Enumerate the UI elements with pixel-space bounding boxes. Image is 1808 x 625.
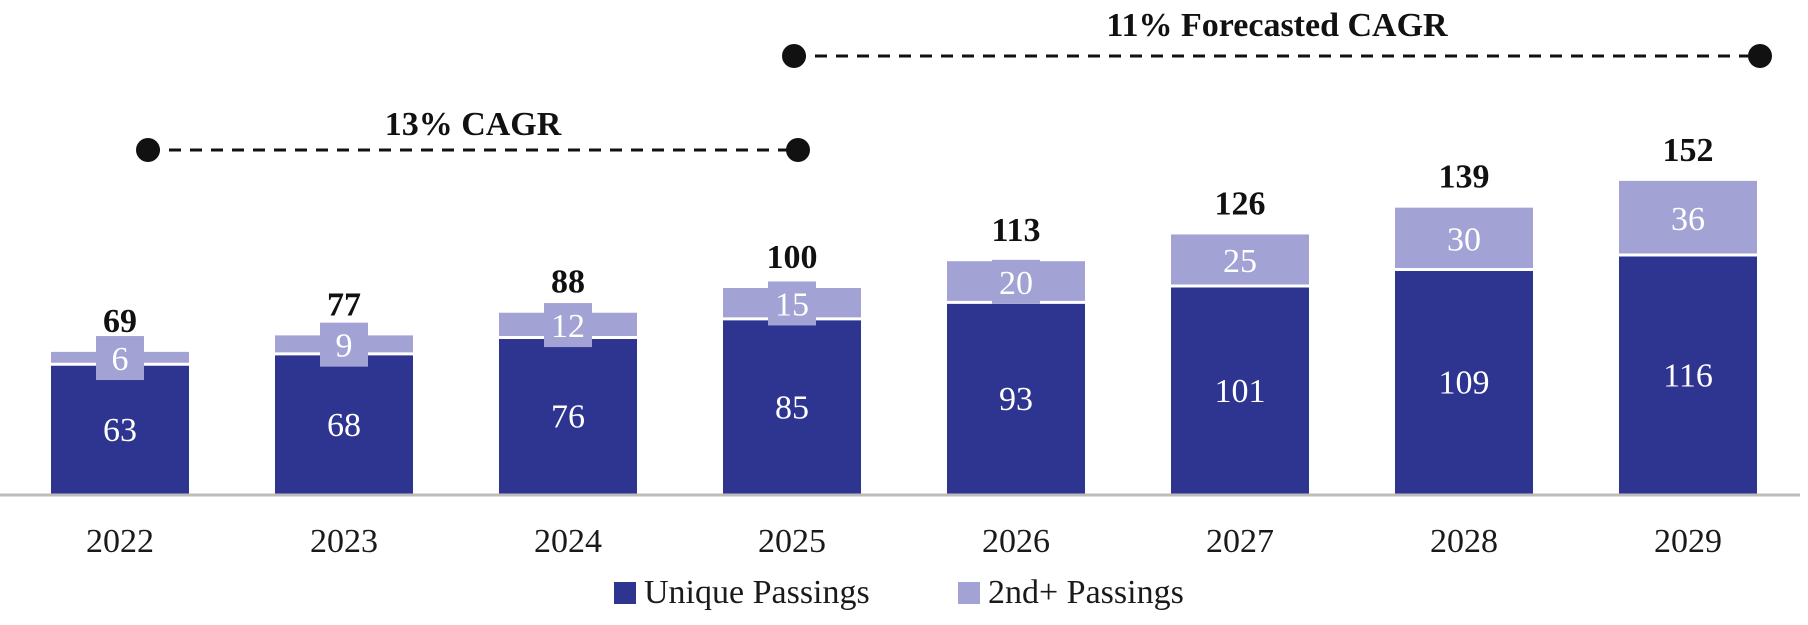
data-label-plate: [96, 336, 144, 381]
legend-label-unique-passings: Unique Passings: [644, 574, 870, 611]
total-label-2027: 126: [1215, 185, 1266, 222]
bar-unique-passings-2029: [1619, 255, 1757, 494]
cagr-endpoint-dot: [136, 138, 160, 162]
data-label-2nd-passings-2022: 6: [112, 341, 129, 378]
total-label-2029: 152: [1663, 132, 1714, 169]
bar-unique-passings-2028: [1395, 269, 1533, 494]
bar-2nd-passings-2029: [1619, 180, 1757, 256]
x-tick-label-2022: 2022: [86, 523, 154, 560]
total-label-2026: 113: [991, 212, 1040, 249]
x-tick-label-2029: 2029: [1654, 523, 1722, 560]
cagr-endpoint-dot: [786, 138, 810, 162]
cagr-label: 11% Forecasted CAGR: [1106, 7, 1448, 44]
x-tick-label-2026: 2026: [982, 523, 1050, 560]
bar-2nd-passings-2027: [1171, 234, 1309, 286]
bar-unique-passings-2027: [1171, 285, 1309, 494]
data-label-2nd-passings-2026: 20: [999, 265, 1033, 302]
x-tick-label-2025: 2025: [758, 523, 826, 560]
legend-swatch-unique-passings: [614, 582, 636, 604]
x-tick-labels: 2022 2023 2024 2025 2026 2027 2028 2029: [86, 523, 1722, 560]
total-label-2023: 77: [327, 286, 361, 323]
bar-unique-passings-2024: [499, 337, 637, 494]
x-tick-label-2023: 2023: [310, 523, 378, 560]
bar-unique-passings-2023: [275, 353, 413, 494]
total-label-2024: 88: [551, 264, 585, 301]
data-label-2nd-passings-2028: 30: [1447, 222, 1481, 259]
data-label-unique-passings-2027: 101: [1215, 373, 1266, 410]
bar-2nd-passings-2028: [1395, 207, 1533, 270]
cagr-endpoint-dot: [782, 44, 806, 68]
bar-unique-passings-2026: [947, 302, 1085, 494]
total-label-2022: 69: [103, 303, 137, 340]
data-label-2nd-passings-2025: 15: [775, 286, 809, 323]
data-label-unique-passings-2025: 85: [775, 389, 809, 426]
cagr-annotations: 13% CAGR 11% Forecasted CAGR: [136, 7, 1772, 162]
data-label-plate: [320, 322, 368, 367]
data-label-2nd-passings-2024: 12: [551, 308, 585, 345]
x-tick-label-2024: 2024: [534, 523, 602, 560]
cagr-endpoint-dot: [1748, 44, 1772, 68]
data-label-unique-passings-2029: 116: [1663, 358, 1713, 395]
data-label-unique-passings-2028: 109: [1439, 365, 1490, 402]
bars-layer: 63 6 68 9 76 12 85 15 93 20 101 25 109 30 116 36: [51, 180, 1757, 494]
data-label-plate: [544, 303, 592, 348]
data-label-unique-passings-2022: 63: [103, 412, 137, 449]
data-label-plate: [768, 281, 816, 326]
data-label-plate: [992, 259, 1040, 304]
bar-unique-passings-2022: [51, 364, 189, 494]
x-tick-label-2028: 2028: [1430, 523, 1498, 560]
data-label-2nd-passings-2027: 25: [1223, 243, 1257, 280]
data-label-unique-passings-2024: 76: [551, 399, 585, 436]
data-label-2nd-passings-2023: 9: [336, 328, 353, 365]
total-labels: 69 77 88 100 113 126 139 152: [103, 132, 1714, 340]
cagr-label: 13% CAGR: [385, 106, 562, 143]
data-label-2nd-passings-2029: 36: [1671, 201, 1705, 238]
data-label-unique-passings-2026: 93: [999, 381, 1033, 418]
data-label-unique-passings-2023: 68: [327, 407, 361, 444]
legend: Unique Passings 2nd+ Passings: [614, 574, 1184, 611]
total-label-2028: 139: [1439, 159, 1490, 196]
legend-label-2nd-passings: 2nd+ Passings: [988, 574, 1184, 611]
x-tick-label-2027: 2027: [1206, 523, 1274, 560]
legend-swatch-2nd-passings: [958, 582, 980, 604]
bar-unique-passings-2025: [723, 318, 861, 494]
total-label-2025: 100: [767, 239, 818, 276]
